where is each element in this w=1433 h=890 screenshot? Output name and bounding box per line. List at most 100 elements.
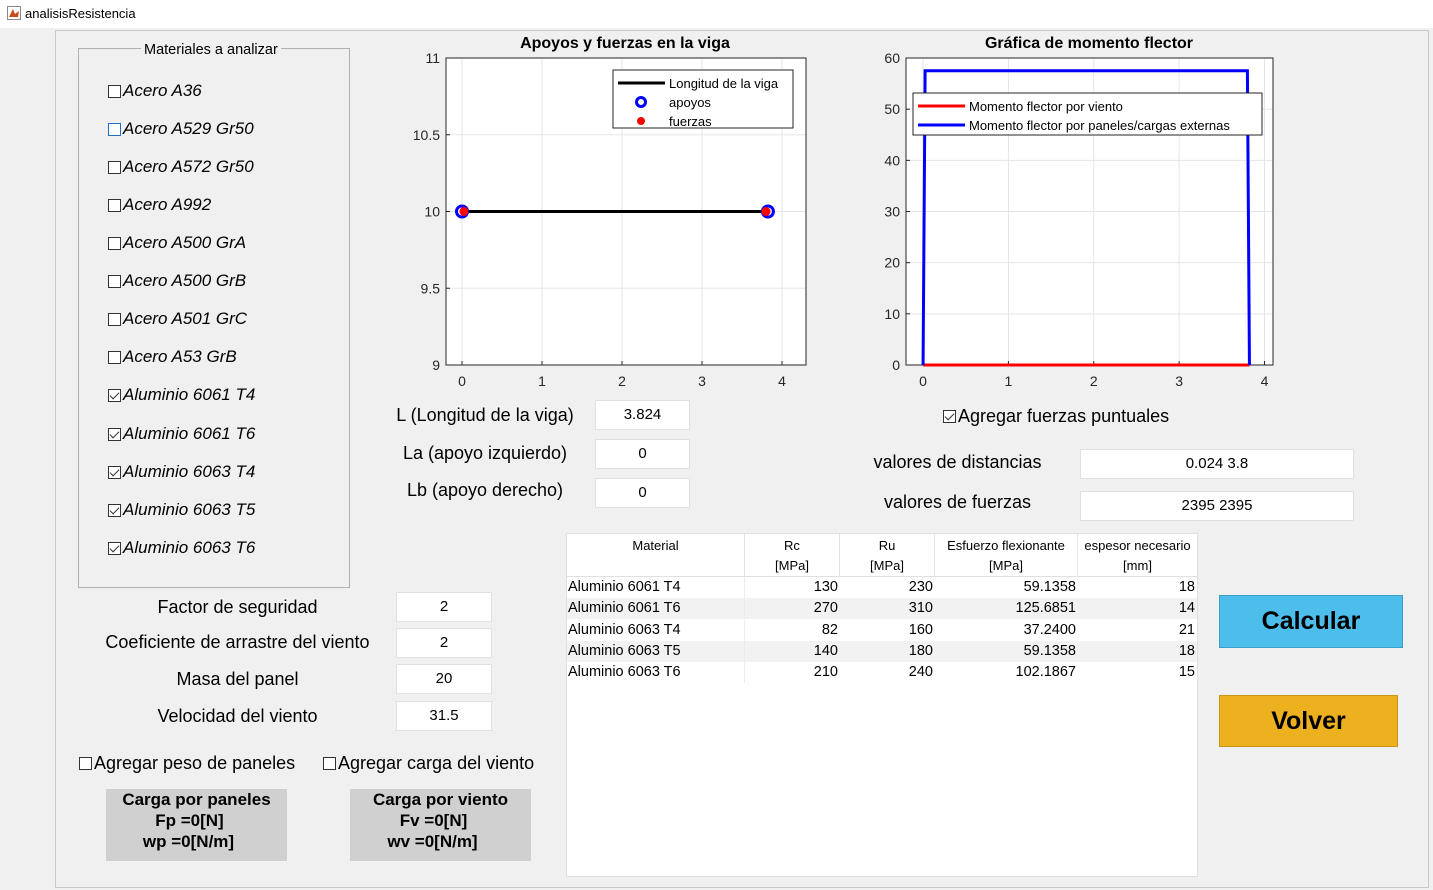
column-header-unit: [MPa]	[989, 558, 1023, 573]
safety-factor-field[interactable]: 2	[396, 592, 492, 622]
forces-label: valores de fuerzas	[883, 492, 1032, 512]
table-cell: Aluminio 6063 T5	[567, 640, 745, 662]
material-checkbox[interactable]: Acero A53 GrB	[108, 346, 237, 368]
column-header: Ru [MPa]	[840, 534, 935, 576]
table-row[interactable]: Aluminio 6061 T4 130 230 59.1358 18	[567, 577, 1197, 598]
point-forces-label: Agregar fuerzas puntuales	[958, 405, 1170, 426]
column-header-title: Rc	[784, 538, 800, 553]
material-label: Aluminio 6063 T6	[123, 538, 256, 557]
y-tick-label: 60	[884, 50, 900, 66]
checkbox-icon	[79, 756, 92, 770]
results-table[interactable]: Material Rc [MPa] Ru [MPa] Esfuerzo flexionan…	[566, 533, 1198, 877]
material-label: Acero A500 GrA	[123, 233, 247, 252]
material-label: Aluminio 6063 T4	[123, 462, 256, 481]
table-cell: Aluminio 6063 T6	[567, 662, 745, 684]
title-bar	[0, 0, 1433, 28]
wind-speed-label: Velocidad del viento	[157, 706, 318, 726]
table-cell: 82	[821, 621, 838, 638]
panel-load-wp: wp =0[N/m]	[142, 832, 235, 851]
material-checkbox[interactable]: Acero A992	[108, 194, 211, 216]
y-tick-label: 10	[884, 306, 900, 322]
legend-label: Momento flector por paneles/cargas exter…	[969, 118, 1230, 133]
y-tick-label: 40	[884, 152, 900, 168]
wind-load-wv: wv =0[N/m]	[387, 832, 478, 851]
checkbox-icon	[108, 236, 121, 250]
window-title: analisisResistencia	[25, 6, 136, 21]
table-row[interactable]: Aluminio 6061 T6 270 310 125.6851 14	[567, 598, 1197, 620]
beam-chart: 0 1 2 3 4 9 9.5 10 10.5 11 Longitud de la viga apoy…	[413, 50, 807, 389]
table-cell: 14	[1178, 600, 1195, 617]
forces-field[interactable]: 2395 2395	[1080, 491, 1354, 521]
table-row[interactable]: Aluminio 6063 T4 82 160 37.2400 21	[567, 619, 1197, 641]
y-tick-label: 9.5	[421, 280, 441, 296]
material-checkbox[interactable]: Aluminio 6063 T4	[108, 461, 255, 483]
checkbox-icon	[323, 756, 336, 770]
y-tick-label: 9	[432, 357, 440, 373]
table-cell: 310	[908, 600, 933, 617]
legend-label: Longitud de la viga	[669, 76, 779, 91]
left-support-label: La (apoyo izquierdo)	[402, 443, 568, 463]
material-checkbox[interactable]: Acero A36	[108, 80, 202, 102]
panel-mass-label: Masa del panel	[176, 669, 299, 689]
checkbox-icon	[108, 84, 121, 98]
x-tick-label: 0	[458, 373, 466, 389]
x-tick-label: 1	[538, 373, 546, 389]
material-checkbox[interactable]: Acero A501 GrC	[108, 308, 247, 330]
material-checkbox[interactable]: Aluminio 6061 T6	[108, 423, 255, 445]
matlab-app-icon	[7, 6, 21, 20]
table-cell: 18	[1178, 642, 1195, 659]
column-header: espesor necesario [mm]	[1078, 534, 1197, 576]
beam-length-field[interactable]: 3.824	[595, 400, 690, 430]
checkbox-icon	[108, 350, 121, 364]
wind-speed-field[interactable]: 31.5	[396, 701, 492, 731]
left-support-field[interactable]: 0	[595, 439, 690, 469]
right-support-field[interactable]: 0	[595, 478, 690, 508]
table-row[interactable]: Aluminio 6063 T6 210 240 102.1867 15	[567, 662, 1197, 684]
column-header: Material	[567, 534, 745, 576]
table-cell: 59.1358	[1023, 579, 1076, 595]
table-cell: 37.2400	[1023, 621, 1076, 638]
calculate-button[interactable]: Calcular	[1219, 595, 1403, 648]
checkbox-icon	[108, 388, 121, 402]
y-tick-label: 30	[884, 204, 900, 220]
material-label: Aluminio 6063 T5	[123, 500, 256, 519]
x-tick-label: 3	[1175, 373, 1183, 389]
drag-coefficient-label: Coeficiente de arrastre del viento	[105, 632, 370, 652]
wind-load-checkbox[interactable]: Agregar carga del viento	[323, 752, 534, 774]
right-support-label: Lb (apoyo derecho)	[406, 480, 564, 500]
point-forces-checkbox[interactable]: Agregar fuerzas puntuales	[943, 405, 1169, 427]
table-row[interactable]: Aluminio 6063 T5 140 180 59.1358 18	[567, 640, 1197, 662]
material-checkbox[interactable]: Acero A529 Gr50	[108, 118, 254, 140]
table-cell: 270	[813, 600, 838, 617]
moment-chart-title: Gráfica de momento flector	[984, 35, 1194, 52]
table-cell: 18	[1178, 579, 1195, 595]
back-button[interactable]: Volver	[1219, 695, 1398, 747]
material-checkbox[interactable]: Aluminio 6063 T6	[108, 537, 255, 559]
table-cell: 130	[813, 579, 838, 595]
panel-mass-field[interactable]: 20	[396, 664, 492, 694]
material-checkbox[interactable]: Acero A572 Gr50	[108, 156, 254, 178]
panel-load-box: Carga por paneles Fp =0[N] wp =0[N/m]	[106, 789, 287, 861]
axes-box	[445, 57, 807, 366]
legend-box	[912, 92, 1263, 136]
material-checkbox[interactable]: Aluminio 6063 T5	[108, 499, 255, 521]
x-tick-label: 4	[778, 373, 786, 389]
material-checkbox[interactable]: Aluminio 6061 T4	[108, 384, 255, 406]
legend-marker	[637, 117, 645, 125]
checkbox-icon	[108, 465, 121, 479]
table-cell: 160	[908, 621, 933, 638]
panel-weight-checkbox[interactable]: Agregar peso de paneles	[79, 752, 295, 774]
column-header-unit: [MPa]	[775, 558, 809, 573]
material-checkbox[interactable]: Acero A500 GrA	[108, 232, 246, 254]
table-cell: 180	[908, 642, 933, 659]
distances-field[interactable]: 0.024 3.8	[1080, 449, 1354, 479]
table-cell: Aluminio 6061 T6	[567, 598, 745, 620]
panel-load-fp: Fp =0[N]	[155, 811, 224, 830]
material-checkbox[interactable]: Acero A500 GrB	[108, 270, 246, 292]
material-label: Aluminio 6061 T6	[123, 424, 256, 443]
table-cell: 125.6851	[1015, 600, 1076, 617]
y-tick-label: 20	[884, 255, 900, 271]
x-tick-label: 4	[1261, 373, 1269, 389]
drag-coefficient-field[interactable]: 2	[396, 628, 492, 658]
